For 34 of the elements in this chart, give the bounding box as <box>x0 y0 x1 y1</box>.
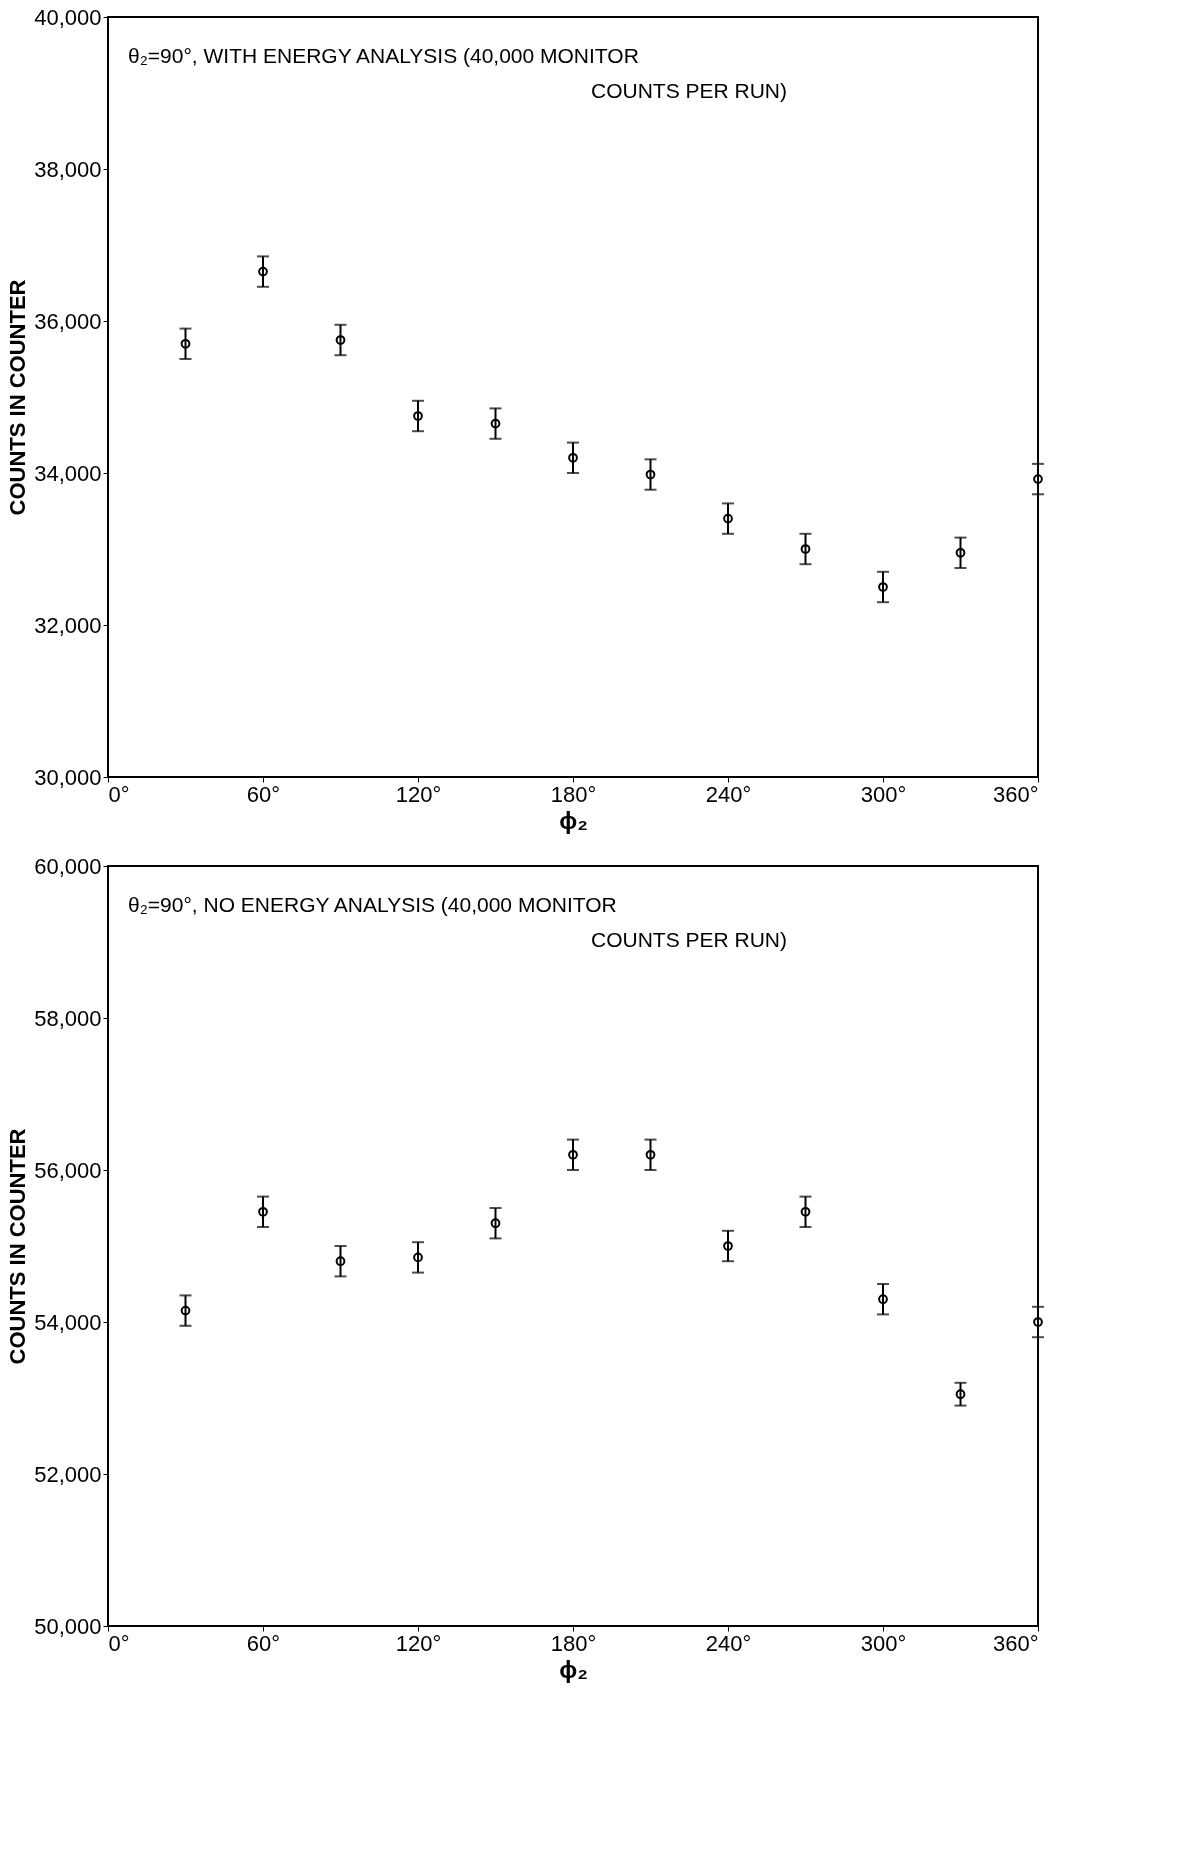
x-tick-label: 120° <box>395 781 442 807</box>
x-tick-label: 360° <box>992 781 1039 807</box>
y-tick-label: 54,000 <box>34 1309 102 1335</box>
y-tick-label: 58,000 <box>34 1005 102 1031</box>
x-tick-label: 120° <box>395 1630 442 1656</box>
annotation: COUNTS PER RUN) <box>591 928 788 951</box>
y-axis-title: COUNTS IN COUNTER <box>5 279 31 516</box>
x-tick-label: 240° <box>705 1630 752 1656</box>
y-tick-label: 40,000 <box>34 4 102 30</box>
x-tick-label: 180° <box>550 1630 597 1656</box>
x-tick-label: 300° <box>860 781 907 807</box>
x-axis-title: ϕ₂ <box>559 806 588 834</box>
y-tick-label: 34,000 <box>34 460 102 486</box>
y-tick-label: 52,000 <box>34 1461 102 1487</box>
annotation: θ₂=90°, NO ENERGY ANALYSIS (40,000 MONITOR <box>128 893 617 916</box>
annotation: COUNTS PER RUN) <box>591 79 788 102</box>
y-tick-label: 60,000 <box>34 853 102 879</box>
y-tick-label: 38,000 <box>34 156 102 182</box>
y-tick-label: 56,000 <box>34 1157 102 1183</box>
y-tick-label: 30,000 <box>34 764 102 790</box>
y-tick-label: 36,000 <box>34 308 102 334</box>
x-tick-label: 180° <box>550 781 597 807</box>
x-tick-label: 60° <box>246 1630 281 1656</box>
x-tick-label: 300° <box>860 1630 907 1656</box>
y-tick-label: 50,000 <box>34 1613 102 1639</box>
y-tick-label: 32,000 <box>34 612 102 638</box>
x-tick-label: 0° <box>108 1630 130 1656</box>
annotation: θ₂=90°, WITH ENERGY ANALYSIS (40,000 MONITOR <box>128 44 639 67</box>
x-axis-title: ϕ₂ <box>559 1655 588 1683</box>
y-axis-title: COUNTS IN COUNTER <box>5 1128 31 1365</box>
x-tick-label: 60° <box>246 781 281 807</box>
x-tick-label: 0° <box>108 781 130 807</box>
x-tick-label: 240° <box>705 781 752 807</box>
x-tick-label: 360° <box>992 1630 1039 1656</box>
